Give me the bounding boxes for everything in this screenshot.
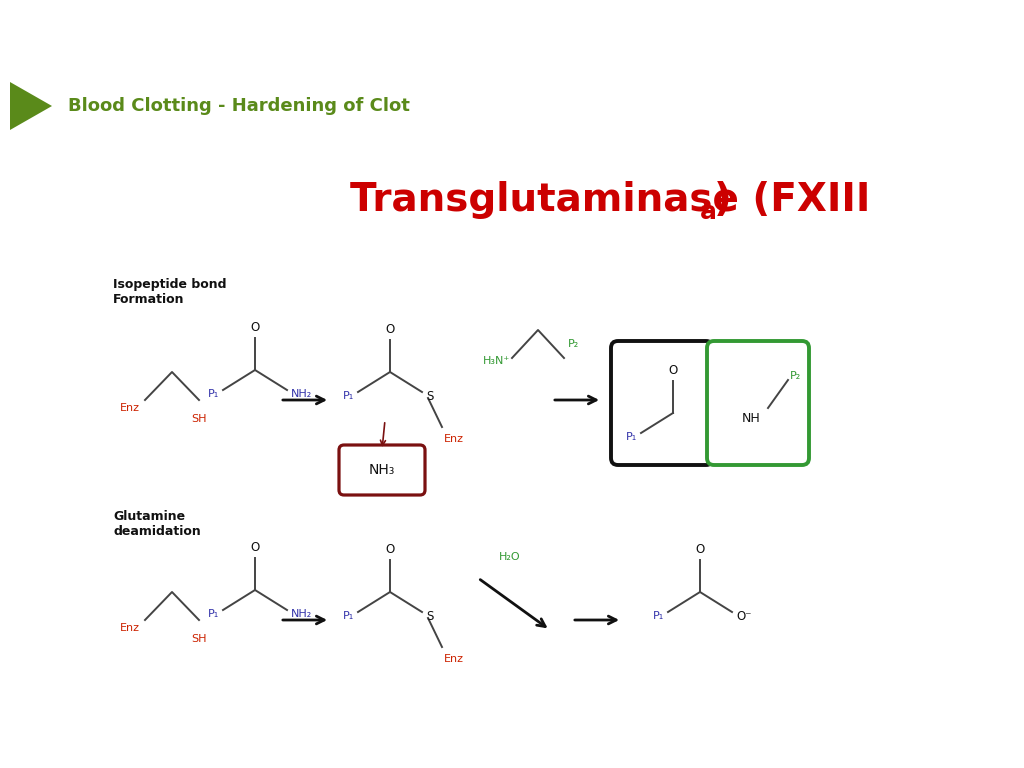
Text: O: O: [385, 543, 394, 556]
Text: a: a: [700, 200, 717, 224]
Text: P₁: P₁: [343, 611, 354, 621]
Text: S: S: [426, 389, 433, 402]
Text: Enz: Enz: [444, 654, 464, 664]
Text: P₁: P₁: [626, 432, 637, 442]
Text: SH: SH: [191, 414, 207, 424]
Text: NH: NH: [742, 412, 761, 425]
Text: O: O: [251, 541, 260, 554]
Text: P₁: P₁: [208, 389, 219, 399]
Text: NH₂: NH₂: [291, 609, 312, 619]
Text: P₂: P₂: [790, 371, 801, 381]
Text: Isopeptide bond
Formation: Isopeptide bond Formation: [113, 278, 226, 306]
Text: SH: SH: [191, 634, 207, 644]
Text: O: O: [695, 543, 705, 556]
Text: P₁: P₁: [652, 611, 664, 621]
Text: Transglutaminase (FXIII: Transglutaminase (FXIII: [350, 181, 870, 219]
Polygon shape: [10, 82, 52, 130]
FancyBboxPatch shape: [707, 341, 809, 465]
Text: H₂O: H₂O: [499, 552, 521, 562]
Text: S: S: [426, 610, 433, 623]
Text: P₁: P₁: [343, 391, 354, 401]
Text: Glutamine
deamidation: Glutamine deamidation: [113, 510, 201, 538]
Text: O: O: [669, 364, 678, 377]
FancyBboxPatch shape: [611, 341, 713, 465]
Text: Enz: Enz: [444, 434, 464, 444]
FancyBboxPatch shape: [339, 445, 425, 495]
Text: Blood Clotting - Hardening of Clot: Blood Clotting - Hardening of Clot: [68, 97, 410, 115]
Text: O: O: [251, 321, 260, 334]
Text: Enz: Enz: [120, 403, 140, 413]
Text: O⁻: O⁻: [736, 610, 752, 623]
Text: O: O: [385, 323, 394, 336]
Text: H₃N⁺: H₃N⁺: [482, 356, 510, 366]
Text: NH₃: NH₃: [369, 463, 395, 477]
Text: P₁: P₁: [208, 609, 219, 619]
Text: NH₂: NH₂: [291, 389, 312, 399]
Text: ): ): [714, 181, 732, 219]
Text: Enz: Enz: [120, 623, 140, 633]
Text: P₂: P₂: [568, 339, 580, 349]
